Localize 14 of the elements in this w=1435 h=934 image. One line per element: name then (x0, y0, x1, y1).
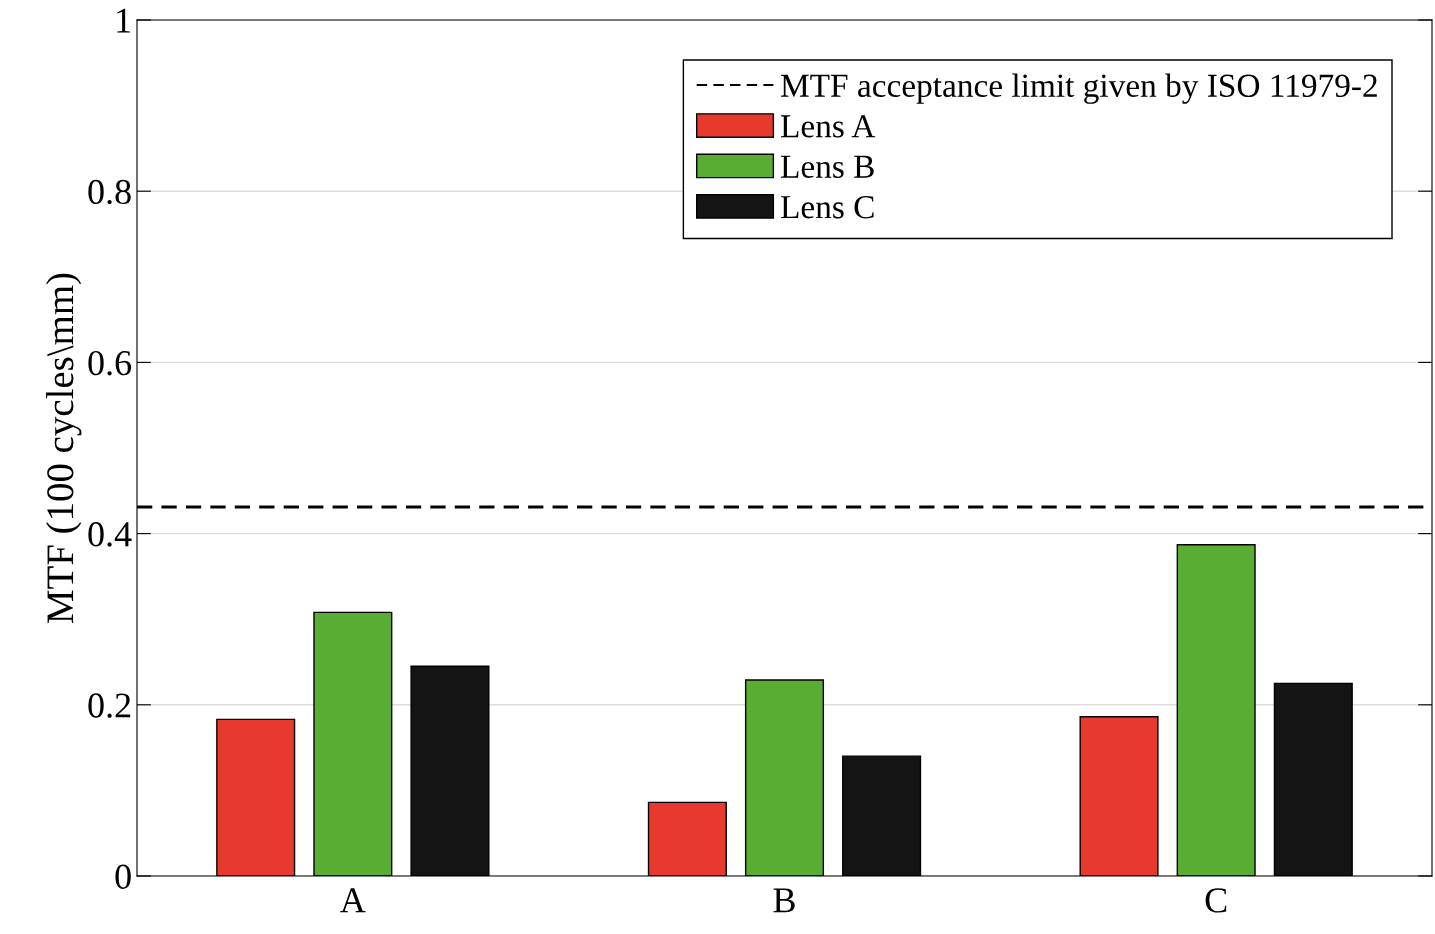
legend-label: MTF acceptance limit given by ISO 11979-2 (781, 73, 1377, 104)
y-tick-label: 0.8 (88, 179, 131, 205)
legend-label: Lens B (781, 155, 874, 178)
y-tick-label: 0.6 (88, 350, 132, 376)
x-tick-label: B (773, 888, 795, 913)
y-tick-label: 1 (117, 8, 130, 33)
legend-label: Lens A (781, 115, 876, 138)
y-axis-title: MTF (100 cycles\mm) (46, 273, 82, 623)
x-tick-label: C (1205, 888, 1227, 913)
y-tick-label: 0 (115, 864, 131, 889)
y-tick-label: 0.4 (88, 522, 132, 547)
x-tick-label: A (340, 888, 366, 913)
legend-label: Lens C (781, 195, 874, 219)
y-tick-label: 0.2 (88, 693, 131, 718)
